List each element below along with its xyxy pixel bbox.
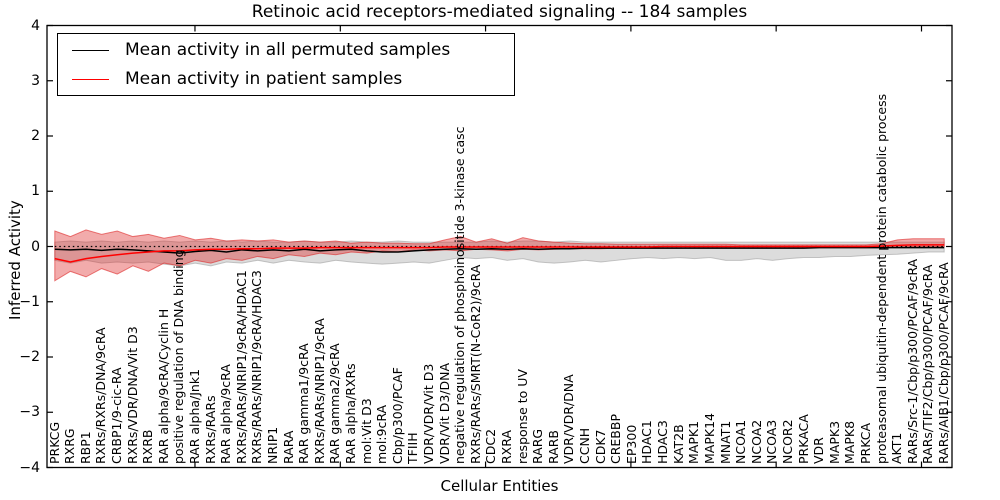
y-tick-label: −3 (19, 404, 40, 421)
x-tick-label: mol:Vit D3 (358, 398, 374, 464)
y-tick-label: −1 (19, 293, 40, 310)
x-tick-label: RAR alpha/RXRs (343, 363, 359, 464)
x-tick-label: MAPK8 (842, 420, 858, 464)
x-tick-label: positive regulation of DNA binding (171, 249, 187, 464)
y-tick-label: 1 (31, 183, 40, 200)
x-tick-label: RARG (530, 428, 546, 464)
legend-label-patient: Mean activity in patient samples (125, 69, 403, 89)
y-tick-label: −4 (19, 459, 40, 476)
x-tick-label: RBP1 (77, 431, 93, 464)
legend-label-permuted: Mean activity in all permuted samples (125, 40, 451, 60)
x-tick-label: RXRs/RARs (202, 395, 218, 464)
legend-line-black (72, 49, 109, 51)
x-tick-label: response to UV (514, 369, 530, 464)
legend-line-red (72, 78, 109, 80)
y-tick-label: 0 (31, 238, 40, 255)
x-tick-label: proteasomal ubiquitin-dependent protein … (873, 93, 889, 464)
x-tick-label: RXRs/RARs/NRIP1/9cRA/HDAC1 (233, 270, 249, 464)
x-tick-label: RARs/AIB1/Cbp/p300/PCAF/9cRA (935, 262, 951, 464)
x-tick-label: MAPK14 (701, 413, 717, 464)
legend-entry-permuted: Mean activity in all permuted samples (58, 37, 514, 63)
x-tick-label: AKT1 (889, 432, 905, 464)
x-tick-label: RAR alpha/9cRA/Cyclin H (155, 308, 171, 464)
x-tick-label: RARB (545, 430, 561, 464)
x-tick-label: RXRs/RARs/NRIP1/9cRA (311, 318, 327, 464)
x-tick-label: RAR alpha/Jnk1 (186, 368, 202, 464)
x-tick-label: EP300 (623, 424, 639, 464)
x-tick-label: RXRs/RXRs/DNA/9cRA (93, 327, 109, 464)
x-tick-label: VDR/Vit D3/DNA (436, 362, 452, 464)
x-tick-label: MAPK3 (826, 420, 842, 464)
x-tick-label: HDAC3 (655, 420, 671, 464)
x-tick-label: mol:9cRA (374, 404, 390, 464)
x-tick-label: CDK7 (592, 429, 608, 464)
x-tick-label: PRKCA (857, 422, 873, 464)
x-tick-label: Cbp/p300/PCAF (389, 367, 405, 464)
x-tick-label: PRKCG (46, 421, 62, 464)
x-tick-label: CCNH (577, 427, 593, 464)
x-tick-label: RAR gamma1/9cRA (296, 343, 312, 464)
y-tick-label: 3 (31, 72, 40, 89)
x-tick-label: HDAC1 (639, 420, 655, 464)
x-tick-label: CDC2 (483, 428, 499, 464)
x-tick-label: TFIIH (405, 432, 421, 464)
x-tick-label: RXRB (140, 429, 156, 464)
x-tick-label: negative regulation of phosphoinositide … (452, 126, 468, 465)
legend: Mean activity in all permuted samples Me… (57, 33, 515, 96)
x-tick-label: CRBP1/9-cic-RA (108, 367, 124, 464)
x-tick-label: RARA (280, 430, 296, 464)
x-tick-label: RARs/Src-1/Cbp/p300/PCAF/9cRA (904, 258, 920, 464)
x-tick-label: NRIP1 (265, 426, 280, 464)
x-tick-label: MAPK1 (686, 420, 702, 464)
x-tick-label: RXRs/VDR/DNA/Vit D3 (124, 326, 140, 464)
legend-entry-patient: Mean activity in patient samples (58, 66, 514, 92)
x-tick-label: RXRs/RARs/SMRT(N-CoR2)/9cRA (467, 264, 483, 464)
x-axis-label: Cellular Entities (440, 477, 559, 495)
x-tick-label: NCOA2 (748, 419, 764, 464)
x-tick-label: RXRG (62, 428, 78, 464)
x-tick-label: RARs/TIF2/Cbp/p300/PCAF/9cRA (920, 264, 936, 464)
x-tick-label: RAR alpha/9cRA (218, 364, 234, 464)
x-tick-label: VDR (811, 437, 827, 464)
x-tick-label: MNAT1 (717, 420, 733, 464)
x-tick-label: NCOA1 (733, 419, 749, 464)
y-tick-label: −2 (19, 349, 40, 365)
x-tick-label: KAT2B (670, 424, 686, 464)
x-tick-label: NCOR2 (779, 419, 795, 464)
x-tick-label: VDR/VDR/DNA (561, 374, 577, 464)
x-tick-label: RAR gamma2/9cRA (327, 343, 343, 464)
x-tick-label: RXRA (499, 430, 515, 464)
x-tick-label: PRKACA (795, 414, 811, 464)
y-tick-label: 4 (31, 17, 40, 34)
x-tick-label: CREBBP (608, 414, 624, 464)
x-tick-label: RXRs/RARs/NRIP1/9cRA/HDAC3 (249, 270, 265, 464)
x-tick-label: NCOA3 (764, 419, 780, 464)
chart-title: Retinoic acid receptors-mediated signali… (251, 2, 748, 22)
x-tick-label: VDR/VDR/Vit D3 (421, 363, 437, 464)
y-tick-label: 2 (31, 128, 40, 144)
